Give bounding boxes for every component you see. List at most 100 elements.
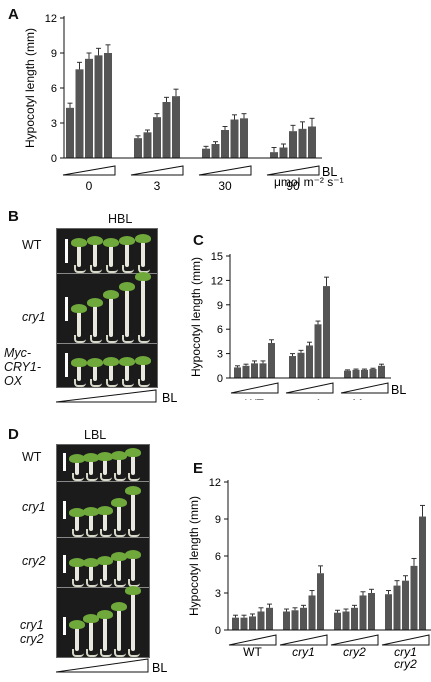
bar bbox=[230, 119, 239, 158]
photo-row-cry1 bbox=[57, 481, 149, 538]
group-label: WT bbox=[245, 397, 264, 400]
panel-b-photo bbox=[56, 228, 158, 388]
bar bbox=[385, 594, 392, 630]
scale-bar bbox=[63, 617, 66, 635]
group-label: WT bbox=[243, 645, 262, 659]
bar bbox=[172, 96, 180, 158]
bar bbox=[410, 565, 418, 630]
bl-ramp bbox=[228, 634, 277, 646]
bl-label: BL bbox=[322, 165, 337, 179]
bar bbox=[249, 616, 256, 630]
panel-b-bl-ramp: BL bbox=[56, 389, 177, 405]
bar bbox=[314, 324, 322, 378]
panel-label-c: C bbox=[193, 232, 204, 249]
y-tick-label: 3 bbox=[51, 118, 57, 130]
bar bbox=[104, 53, 112, 158]
bar bbox=[221, 130, 229, 158]
bar bbox=[368, 593, 375, 630]
bl-ramp bbox=[62, 165, 116, 176]
group-label: cry1 bbox=[298, 397, 321, 400]
y-tick-label: 3 bbox=[217, 349, 223, 361]
panel-label-e: E bbox=[193, 460, 204, 477]
photo-row-cry1 bbox=[57, 272, 157, 344]
y-tick-label: 9 bbox=[51, 48, 57, 60]
bar bbox=[419, 516, 426, 630]
bar bbox=[306, 345, 313, 378]
scale-bar bbox=[65, 353, 68, 377]
bl-label: BL bbox=[391, 383, 406, 397]
bar bbox=[344, 370, 351, 378]
panel-d-photo bbox=[56, 444, 150, 658]
bar bbox=[393, 585, 401, 630]
y-tick-label: 6 bbox=[51, 83, 57, 95]
bar bbox=[257, 611, 265, 630]
photo-row-myc-cry1-ox bbox=[57, 343, 157, 387]
photo-row-cry1-cry2 bbox=[57, 586, 149, 657]
panel-d-bl-ramp: BL bbox=[56, 658, 167, 675]
bl-ramp bbox=[340, 382, 389, 394]
group-label: 3 bbox=[154, 179, 161, 193]
panel-d-bl-label: BL bbox=[152, 661, 167, 675]
bar bbox=[143, 132, 152, 158]
y-tick-label: 3 bbox=[215, 588, 221, 600]
bar bbox=[342, 611, 350, 630]
y-tick-label: 12 bbox=[211, 275, 223, 287]
bar bbox=[268, 343, 275, 378]
bar bbox=[289, 356, 296, 378]
bar bbox=[402, 580, 409, 630]
bar bbox=[232, 617, 239, 630]
row-label-wt: WT bbox=[22, 238, 42, 252]
bar bbox=[66, 107, 74, 158]
y-tick-label: 9 bbox=[217, 300, 223, 312]
group-label: 0 bbox=[86, 179, 93, 193]
panel-d-title: LBL bbox=[84, 428, 107, 442]
bar bbox=[259, 363, 267, 378]
bar bbox=[317, 573, 324, 630]
row-label-cry2: cry2 bbox=[22, 554, 46, 568]
panel-b-bl-label: BL bbox=[162, 391, 177, 405]
scale-bar bbox=[65, 297, 68, 321]
bar bbox=[251, 363, 258, 378]
panel-label-d: D bbox=[8, 426, 19, 443]
unit-label: μmol m⁻² s⁻¹ bbox=[274, 175, 344, 189]
bar bbox=[352, 369, 360, 378]
y-tick-label: 6 bbox=[215, 551, 221, 563]
row-label-cry1: cry1 bbox=[22, 310, 46, 324]
y-tick-label: 9 bbox=[215, 514, 221, 526]
group-label: cry1 bbox=[394, 645, 417, 659]
bar bbox=[359, 595, 367, 630]
chart-a: 0 3 6 9 12 Hypocotyl length (mm) 0 3 30 90 BLμmol … bbox=[23, 13, 344, 193]
bar bbox=[308, 595, 316, 630]
bar bbox=[279, 147, 288, 158]
bl-ramp bbox=[266, 165, 320, 176]
bar bbox=[270, 152, 278, 158]
y-tick-label: 0 bbox=[51, 153, 57, 165]
bar bbox=[334, 612, 341, 630]
photo-row-wt bbox=[57, 445, 149, 482]
row-label-myc-cry1-ox: Myc-CRY1-OX bbox=[4, 346, 42, 388]
bl-ramp bbox=[285, 382, 334, 394]
scale-bar bbox=[63, 453, 66, 471]
bar bbox=[153, 117, 161, 158]
bar bbox=[85, 58, 93, 159]
photo-row-wt bbox=[57, 229, 157, 274]
y-tick-label: 12 bbox=[209, 477, 221, 489]
y-tick-label: 15 bbox=[211, 251, 223, 263]
group-label: cry2 bbox=[343, 645, 366, 659]
bl-ramp bbox=[330, 634, 379, 646]
bar bbox=[240, 617, 248, 630]
bar bbox=[378, 365, 385, 378]
photo-row-cry2 bbox=[57, 537, 149, 588]
bar bbox=[308, 126, 316, 158]
bl-ramp bbox=[230, 382, 279, 394]
bl-ramp bbox=[381, 634, 430, 646]
panel-label-a: A bbox=[8, 6, 19, 23]
bar bbox=[297, 352, 305, 378]
bar bbox=[323, 286, 330, 378]
y-tick-label: 0 bbox=[215, 625, 221, 637]
y-tick-label: 0 bbox=[217, 373, 223, 385]
group-label: 30 bbox=[218, 179, 232, 193]
y-axis-label: Hypocotyl length (mm) bbox=[23, 28, 37, 148]
row-label-wt: WT bbox=[22, 450, 42, 464]
